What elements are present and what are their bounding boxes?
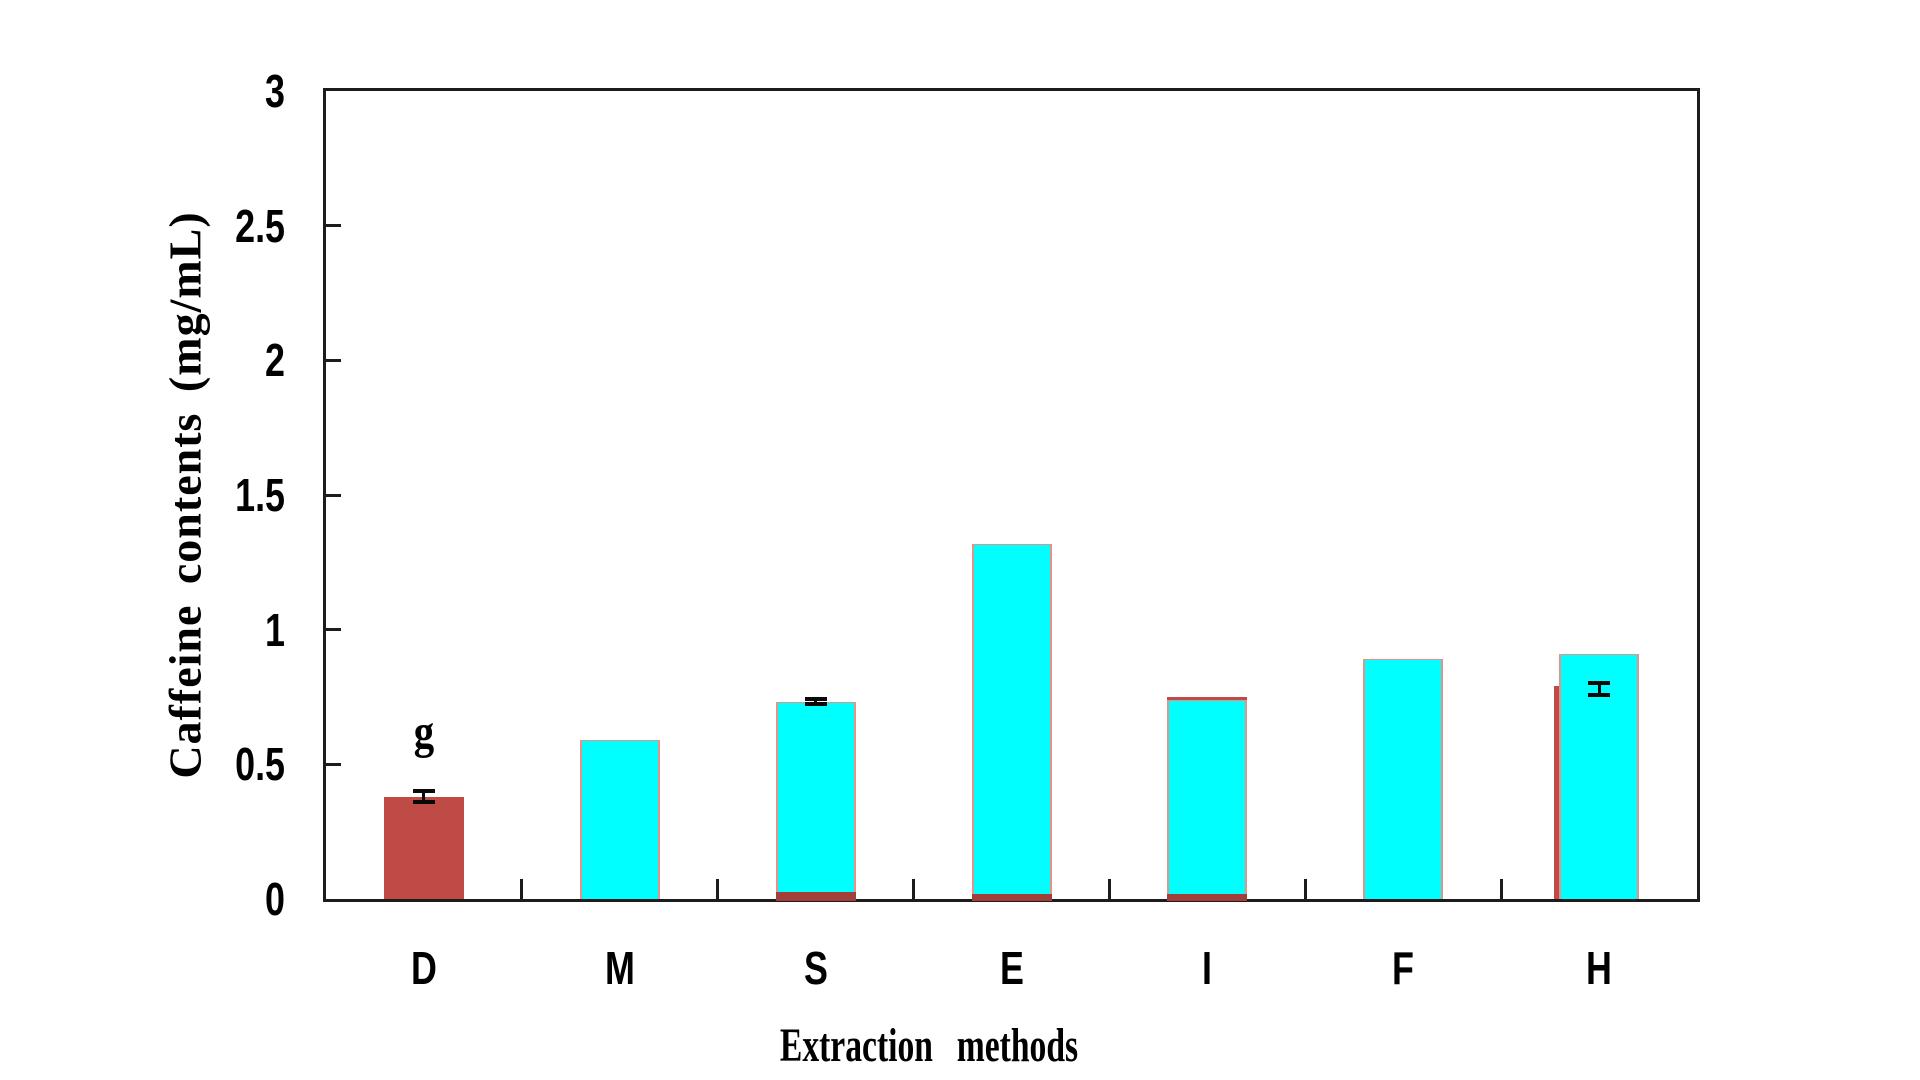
bar-red-base-E (971, 894, 1052, 901)
error-bar-cap-H (1588, 681, 1611, 685)
y-tick-label: 3 (265, 65, 285, 117)
y-tick-label: 0 (265, 873, 285, 925)
x-category-label-E: E (999, 942, 1024, 994)
bar-cyan-E (971, 543, 1052, 895)
error-bar-cap-S (804, 697, 827, 702)
x-category-label-M: M (604, 942, 635, 994)
bar-red-base-I (1167, 894, 1248, 901)
error-bar-H (1597, 683, 1601, 695)
x-category-label-I: I (1202, 942, 1213, 994)
y-tick-label: 1 (265, 603, 285, 656)
error-bar-D (422, 791, 426, 803)
bar-red-base-S (775, 892, 856, 901)
y-tick-label: 1.5 (235, 469, 285, 521)
x-axis-tick (1107, 879, 1111, 899)
x-category-label-D: D (410, 942, 437, 994)
x-category-label-F: F (1392, 942, 1415, 994)
bar-cyan-I (1167, 699, 1248, 895)
bar-red-D (383, 796, 464, 899)
x-axis-tick (1303, 879, 1307, 899)
x-axis-tick (520, 879, 524, 899)
error-bar-cap-D (412, 800, 435, 805)
y-axis-tick (326, 762, 341, 766)
bar-red-edge-H (1554, 686, 1560, 899)
y-axis-tick (326, 628, 341, 632)
x-axis-tick (912, 879, 916, 899)
y-axis-tick (326, 358, 341, 362)
x-category-label-S: S (803, 942, 828, 994)
bar-cyan-S (775, 702, 856, 893)
significance-label-D: g (413, 705, 435, 759)
x-axis-tick (716, 879, 720, 899)
y-axis-tick (326, 493, 341, 497)
bar-cyan-F (1363, 659, 1444, 899)
x-axis-tick (1499, 879, 1503, 899)
y-tick-label: 2 (265, 334, 285, 387)
error-bar-cap-S (804, 701, 827, 706)
plot-area: g (323, 88, 1700, 902)
bar-red-top-I (1167, 696, 1248, 700)
x-category-label-H: H (1586, 942, 1613, 994)
error-bar-cap-D (412, 789, 435, 794)
y-axis-tick (326, 224, 341, 228)
error-bar-cap-H (1588, 692, 1611, 697)
y-tick-label: 2.5 (235, 199, 285, 252)
bar-cyan-M (579, 740, 660, 899)
error-bar-S (814, 699, 818, 704)
x-axis-title: Extraction methods (779, 1019, 1079, 1072)
y-tick-label: 0.5 (235, 738, 285, 791)
